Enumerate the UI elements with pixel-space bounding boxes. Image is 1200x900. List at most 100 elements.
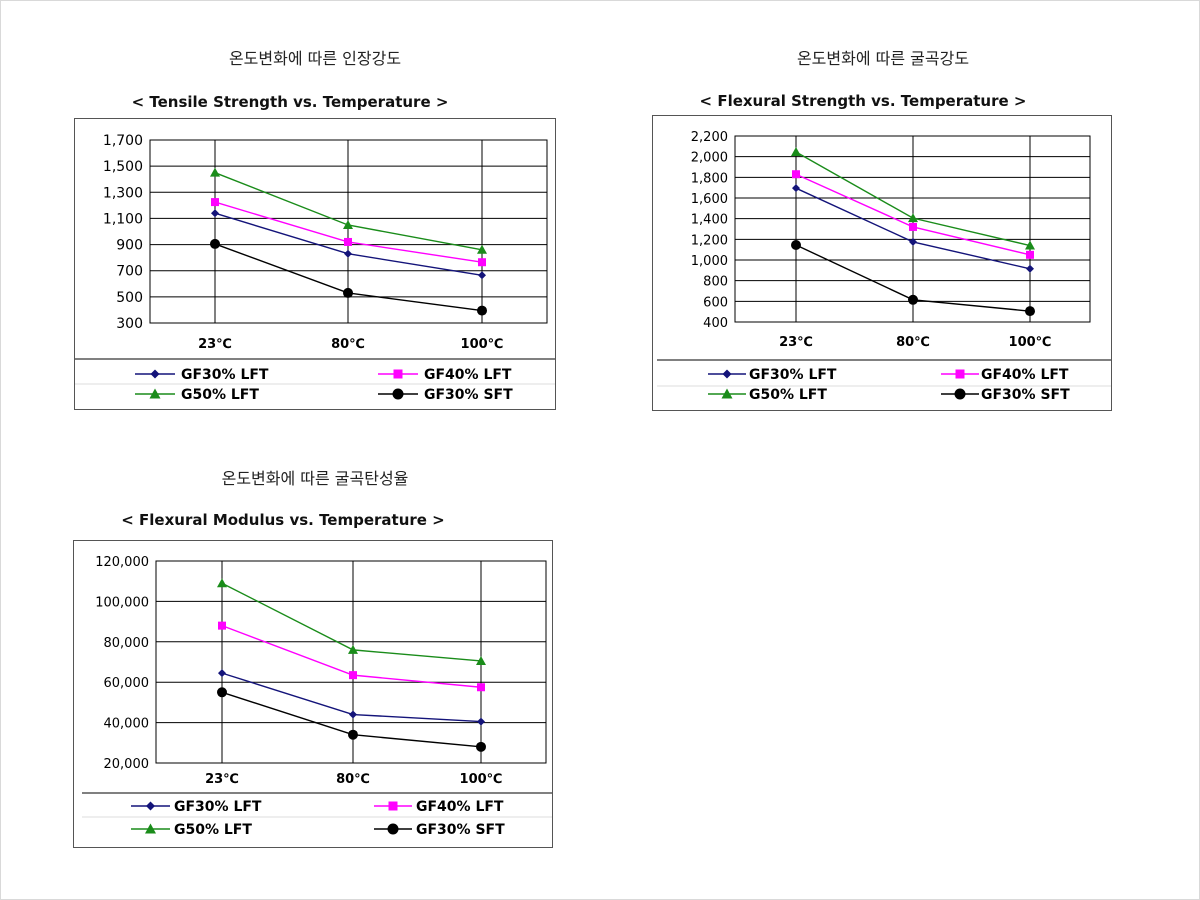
y-tick-label: 80,000 [104, 636, 150, 651]
legend-label: G50% LFT [174, 822, 252, 838]
chart-title-flexural-modulus: < Flexural Modulus vs. Temperature > [121, 511, 445, 529]
y-tick-label: 700 [116, 264, 143, 280]
data-point [348, 729, 358, 740]
legend-label: GF40% LFT [981, 367, 1069, 383]
x-tick-label: 100℃ [1009, 335, 1052, 350]
y-tick-label: 20,000 [104, 757, 150, 772]
legend-swatch-marker [393, 369, 403, 379]
legend-label: GF30% SFT [424, 387, 513, 403]
legend-label: GF40% LFT [424, 367, 512, 383]
data-point [344, 237, 352, 246]
x-tick-label: 23℃ [198, 337, 232, 352]
legend-label: G50% LFT [181, 387, 259, 403]
y-tick-label: 40,000 [104, 717, 150, 732]
y-tick-label: 120,000 [95, 555, 149, 570]
legend-swatch-marker [954, 388, 966, 400]
data-point [348, 644, 358, 654]
y-tick-label: 1,600 [691, 192, 728, 207]
legend-swatch-marker [721, 388, 733, 399]
data-point [476, 741, 486, 752]
data-point [477, 717, 485, 726]
y-tick-label: 1,800 [691, 171, 728, 186]
legend-swatch-marker [150, 369, 160, 379]
chart-flexural-modulus-svg: 120,000 100,000 80,000 60,000 40,000 20,000 23… [82, 555, 552, 838]
data-point [217, 687, 227, 698]
y-tick-label: 60,000 [104, 676, 150, 691]
data-point [792, 184, 800, 193]
y-tick-label: 600 [703, 295, 728, 310]
chart-tensile: 1,700 1,500 1,300 1,100 900 700 500 300 23℃ 80℃ 10… [74, 118, 556, 410]
x-tick-label: 100℃ [460, 772, 503, 787]
data-point [1025, 306, 1035, 317]
legend-label: GF40% LFT [416, 799, 504, 815]
data-point [791, 240, 801, 251]
chart-flexural-modulus: 120,000 100,000 80,000 60,000 40,000 20,000 23… [73, 540, 553, 848]
data-point [349, 671, 357, 680]
legend-swatch-marker [955, 369, 965, 379]
data-point [909, 222, 917, 231]
legend-swatch-marker [387, 823, 399, 835]
data-point [1026, 250, 1034, 259]
legend-label: GF30% LFT [181, 367, 269, 383]
section-heading-flexural-modulus: 온도변화에 따른 굴곡탄성율 [221, 469, 409, 488]
y-tick-label: 300 [116, 316, 143, 332]
y-tick-label: 100,000 [95, 595, 149, 610]
data-point [344, 249, 352, 258]
data-point [218, 621, 226, 630]
chart-flexural-strength-svg: 2,200 2,000 1,800 1,600 1,400 1,200 1,000 800 60… [657, 130, 1111, 403]
y-tick-label: 1,100 [103, 211, 143, 227]
legend-label: GF30% LFT [749, 367, 837, 383]
y-tick-label: 1,200 [691, 233, 728, 248]
data-point [908, 294, 918, 305]
legend-label: GF30% SFT [981, 387, 1070, 403]
data-point [477, 305, 487, 316]
data-point [477, 244, 487, 254]
legend-swatch-marker [722, 369, 732, 379]
chart-title-flexural-strength: < Flexural Strength vs. Temperature > [699, 92, 1027, 110]
data-point [210, 167, 220, 177]
x-tick-label: 80℃ [896, 335, 930, 350]
section-heading-flexural-strength: 온도변화에 따른 굴곡강도 [796, 49, 970, 68]
data-point [791, 147, 801, 157]
legend-label: G50% LFT [749, 387, 827, 403]
y-tick-label: 2,000 [691, 151, 728, 166]
data-point [477, 683, 485, 692]
chart-title-tensile: < Tensile Strength vs. Temperature > [131, 93, 449, 111]
legend-label: GF30% SFT [416, 822, 505, 838]
data-point [218, 669, 226, 678]
data-point [792, 170, 800, 179]
x-tick-label: 23℃ [205, 772, 239, 787]
data-point [349, 710, 357, 719]
data-point [909, 237, 917, 246]
chart-flexural-strength: 2,200 2,000 1,800 1,600 1,400 1,200 1,000 800 60… [652, 115, 1112, 411]
data-point [1026, 264, 1034, 273]
y-tick-label: 900 [116, 238, 143, 254]
y-tick-label: 800 [703, 275, 728, 290]
data-point [476, 655, 486, 665]
x-tick-label: 100℃ [461, 337, 504, 352]
data-point [478, 271, 486, 280]
y-tick-label: 1,700 [103, 133, 143, 149]
y-tick-label: 1,500 [103, 159, 143, 175]
data-point [908, 213, 918, 223]
section-heading-tensile: 온도변화에 따른 인장강도 [228, 49, 402, 68]
x-tick-label: 80℃ [331, 337, 365, 352]
legend-label: GF30% LFT [174, 799, 262, 815]
y-tick-label: 1,400 [691, 213, 728, 228]
data-point [478, 258, 486, 267]
x-tick-label: 23℃ [779, 335, 813, 350]
chart-tensile-svg: 1,700 1,500 1,300 1,100 900 700 500 300 23℃ 80℃ 10… [75, 133, 555, 403]
y-tick-label: 500 [116, 290, 143, 306]
legend-swatch-marker [392, 388, 404, 400]
legend-swatch-marker [149, 388, 161, 399]
legend-swatch-marker [145, 823, 156, 834]
data-point [211, 209, 219, 218]
data-point [343, 287, 353, 298]
y-tick-label: 1,300 [103, 185, 143, 201]
y-tick-label: 400 [703, 316, 728, 331]
data-point [343, 219, 353, 229]
data-point [211, 198, 219, 207]
legend-swatch-marker [388, 801, 398, 811]
legend-swatch-marker [146, 801, 155, 811]
data-point [1025, 240, 1035, 250]
